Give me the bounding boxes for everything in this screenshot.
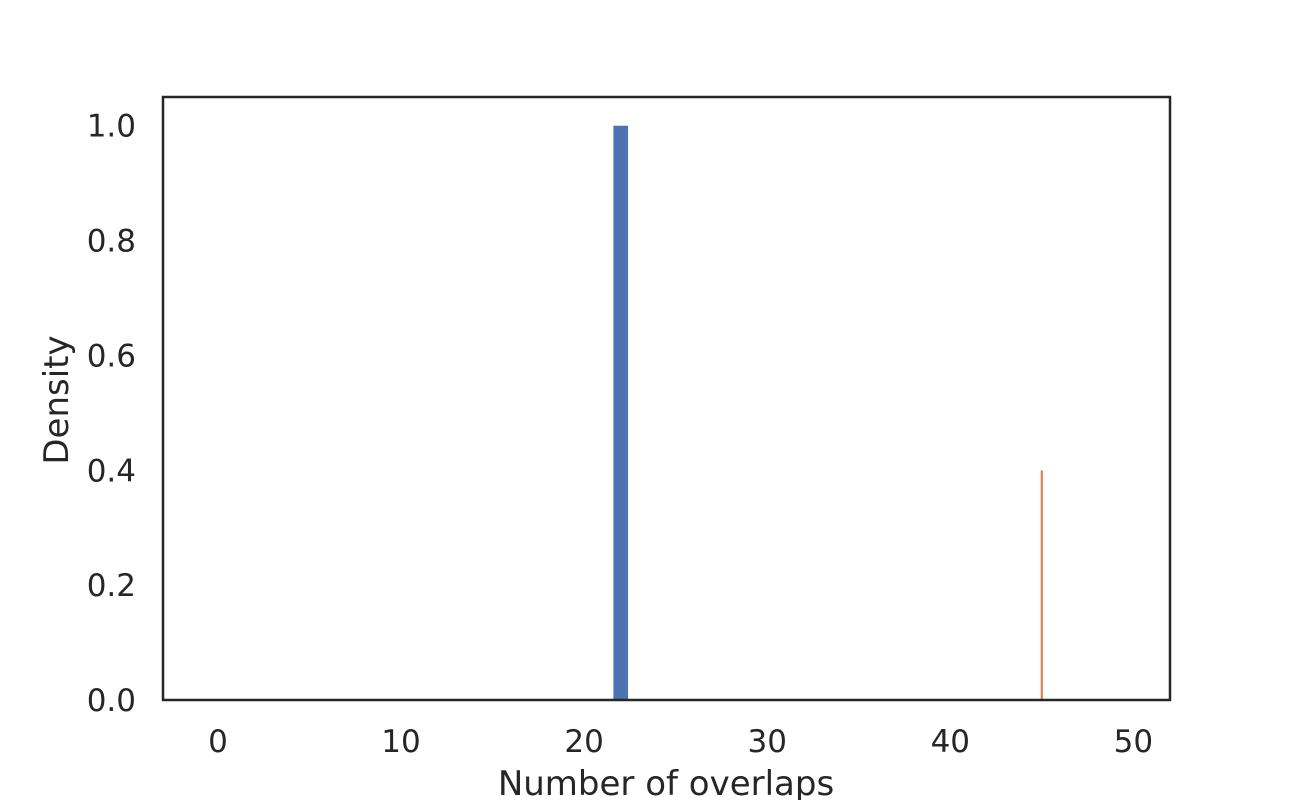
x-axis-ticks: 0 10 20 30 40 50 bbox=[208, 724, 1153, 760]
x-tick-label: 30 bbox=[747, 724, 786, 760]
x-tick-label: 50 bbox=[1114, 724, 1153, 760]
y-axis-title: Density bbox=[37, 335, 77, 464]
y-tick-label: 0.8 bbox=[87, 224, 136, 260]
x-tick-label: 0 bbox=[208, 724, 228, 760]
bar-series-2-0 bbox=[1040, 470, 1043, 700]
y-tick-label: 1.0 bbox=[87, 109, 136, 145]
y-tick-label: 0.4 bbox=[87, 453, 136, 489]
x-axis-title: Number of overlaps bbox=[498, 764, 834, 800]
plot-area-frame bbox=[161, 95, 1172, 702]
y-tick-label: 0.0 bbox=[87, 683, 136, 719]
y-axis-ticks: 0.0 0.2 0.4 0.6 0.8 1.0 bbox=[87, 109, 136, 719]
bars-layer bbox=[613, 125, 1043, 700]
x-tick-label: 40 bbox=[931, 724, 970, 760]
y-tick-label: 0.6 bbox=[87, 338, 136, 374]
x-tick-label: 10 bbox=[381, 724, 420, 760]
x-tick-label: 20 bbox=[564, 724, 603, 760]
bar-series-1-0 bbox=[613, 125, 629, 700]
y-tick-label: 0.2 bbox=[87, 568, 136, 604]
